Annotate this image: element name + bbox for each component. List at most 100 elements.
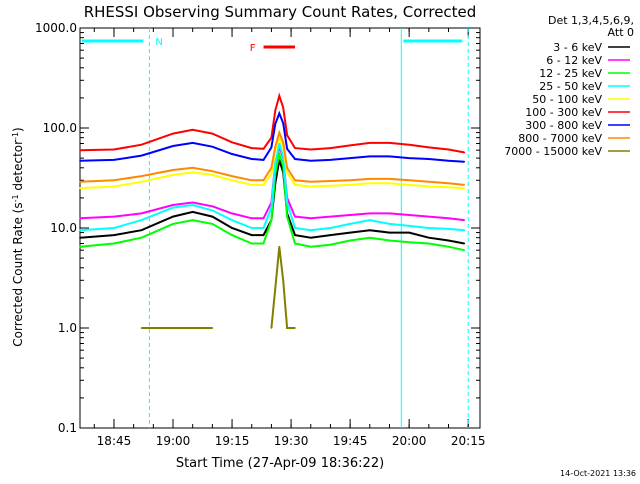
series-point bbox=[79, 229, 81, 232]
series-point bbox=[231, 212, 233, 215]
series-point bbox=[270, 172, 273, 175]
legend-header-line: Det 1,3,4,5,6,9, bbox=[548, 14, 634, 27]
series-point bbox=[349, 214, 351, 216]
series-point bbox=[274, 109, 277, 112]
series-point bbox=[329, 180, 332, 182]
series-line bbox=[79, 159, 465, 245]
series-point bbox=[270, 166, 273, 169]
y-tick-label: 0.1 bbox=[58, 421, 77, 435]
plot-area: 0.1 1.0 10.0 100.0 1000.0 18:45 19:00 19:15 19:3… bbox=[35, 21, 485, 448]
y-axis-label-end: ) bbox=[11, 127, 25, 132]
series-point bbox=[113, 159, 115, 161]
y-tick-label: 1000.0 bbox=[35, 21, 77, 35]
series-point bbox=[211, 209, 214, 212]
series-point bbox=[447, 217, 450, 220]
series-point bbox=[270, 206, 273, 209]
legend-header-line: Att 0 bbox=[608, 26, 634, 39]
series-point bbox=[309, 229, 312, 232]
series-line bbox=[79, 143, 465, 232]
series-point bbox=[172, 145, 174, 147]
series-point bbox=[191, 166, 194, 169]
series-point bbox=[231, 227, 233, 229]
series-point bbox=[172, 223, 174, 225]
series-point bbox=[286, 327, 288, 329]
series-point bbox=[278, 245, 281, 248]
series-point bbox=[463, 242, 466, 245]
flare-flag-label: F bbox=[250, 43, 256, 54]
series-point bbox=[388, 155, 391, 158]
series-point bbox=[368, 236, 371, 239]
series-point bbox=[282, 141, 285, 144]
series-25-50keV bbox=[79, 142, 466, 232]
series-point bbox=[250, 184, 253, 186]
series-point bbox=[428, 146, 430, 149]
series-point bbox=[211, 170, 214, 172]
series-point bbox=[286, 166, 288, 169]
series-point bbox=[250, 158, 253, 160]
series-point bbox=[294, 179, 296, 182]
y-tick-label: 10.0 bbox=[50, 221, 77, 235]
series-point bbox=[286, 147, 288, 150]
series-point bbox=[211, 145, 214, 148]
series-point bbox=[191, 128, 194, 131]
series-point bbox=[278, 142, 281, 145]
series-point bbox=[113, 148, 115, 151]
series-point bbox=[140, 212, 143, 215]
series-point bbox=[262, 242, 265, 245]
series-point bbox=[274, 161, 277, 164]
legend-entry-label: 7000 - 15000 keV bbox=[504, 145, 602, 158]
series-point bbox=[309, 159, 312, 162]
series-point bbox=[286, 134, 288, 136]
series-point bbox=[113, 179, 115, 182]
y-axis-label-main: Corrected Count Rate (s bbox=[11, 202, 25, 346]
series-point bbox=[113, 185, 115, 188]
x-tick-label: 19:30 bbox=[274, 434, 309, 448]
series-point bbox=[191, 201, 194, 204]
series-point bbox=[140, 154, 143, 157]
legend-entry-label: 800 - 7000 keV bbox=[518, 132, 602, 145]
series-point bbox=[278, 153, 281, 155]
series-point bbox=[368, 142, 371, 144]
series-point bbox=[191, 142, 194, 144]
series-point bbox=[79, 187, 81, 190]
legend-entry-label: 300 - 800 keV bbox=[525, 119, 602, 132]
x-tick-label: 20:15 bbox=[451, 434, 486, 448]
series-300-800keV bbox=[79, 110, 466, 163]
series-point bbox=[329, 227, 332, 229]
series-point bbox=[368, 155, 371, 158]
series-12-25keV bbox=[79, 150, 466, 252]
series-800-7000keV bbox=[79, 129, 466, 186]
series-point bbox=[274, 287, 277, 290]
series-point bbox=[113, 215, 115, 218]
series-point bbox=[309, 180, 312, 183]
series-point bbox=[408, 241, 410, 244]
series-point bbox=[463, 229, 466, 232]
legend-entry-label: 3 - 6 keV bbox=[553, 41, 602, 54]
series-point bbox=[211, 132, 214, 135]
series-point bbox=[250, 242, 253, 245]
series-point bbox=[211, 223, 214, 225]
legend-entry-label: 25 - 50 keV bbox=[539, 80, 602, 93]
series-point bbox=[463, 160, 466, 163]
legend-entry-label: 50 - 100 keV bbox=[532, 93, 602, 106]
series-point bbox=[231, 175, 233, 177]
series-point bbox=[388, 178, 391, 180]
night-flag-label: N bbox=[155, 37, 162, 48]
series-line bbox=[79, 150, 465, 252]
series-point bbox=[262, 159, 265, 161]
series-point bbox=[113, 234, 115, 236]
series-point bbox=[286, 201, 288, 204]
series-point bbox=[447, 159, 450, 162]
series-point bbox=[349, 179, 351, 182]
series-point bbox=[388, 223, 391, 225]
y-axis-label-sup1: -1 bbox=[11, 194, 20, 202]
series-point bbox=[294, 215, 296, 218]
series-line bbox=[79, 129, 465, 186]
series-point bbox=[191, 204, 194, 206]
footer-timestamp: 14-Oct-2021 13:36 bbox=[560, 469, 636, 478]
chart-title: RHESSI Observing Summary Count Rates, Co… bbox=[84, 3, 477, 21]
series-point bbox=[447, 186, 450, 189]
series-point bbox=[172, 132, 174, 135]
